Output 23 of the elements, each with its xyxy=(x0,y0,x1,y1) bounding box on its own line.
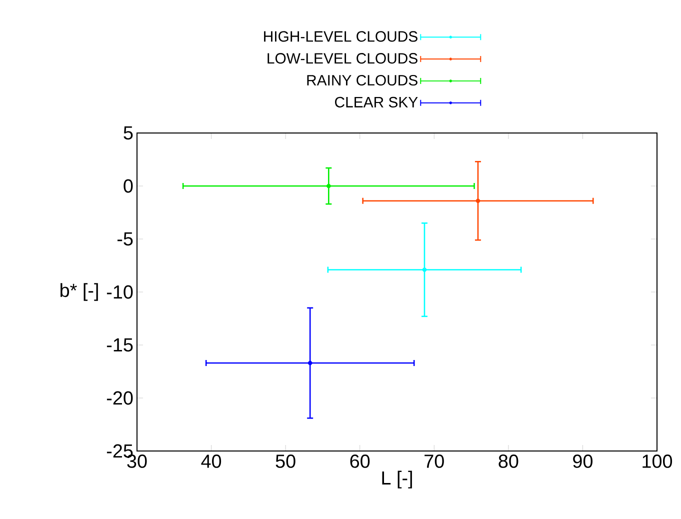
y-axis-title: b* [-] xyxy=(60,283,98,301)
x-tick-label: 90 xyxy=(573,454,592,468)
x-tick-label: 80 xyxy=(498,454,518,468)
x-tick-label: 60 xyxy=(350,454,370,468)
legend-label: HIGH-LEVEL CLOUDS xyxy=(264,31,418,42)
y-tick-label: -15 xyxy=(106,338,133,352)
y-tick-label: 5 xyxy=(124,126,133,140)
legend-label: RAINY CLOUDS xyxy=(307,74,418,86)
legend-label: CLEAR SKY xyxy=(335,96,418,108)
legend-label: LOW-LEVEL CLOUDS xyxy=(268,53,418,64)
x-tick-label: 40 xyxy=(201,454,222,468)
point xyxy=(476,198,480,204)
point xyxy=(422,268,427,272)
x-tick-label: 70 xyxy=(424,454,444,468)
point xyxy=(308,360,312,366)
y-tick-label: 0 xyxy=(124,179,133,193)
x-tick-label: 100 xyxy=(642,454,672,468)
y-tick-label: -20 xyxy=(106,391,133,405)
x-tick-label: 50 xyxy=(276,454,296,468)
x-axis-title: L [-] xyxy=(382,470,412,488)
y-tick-label: -10 xyxy=(106,285,133,299)
point xyxy=(326,184,331,188)
y-tick-label: -5 xyxy=(117,232,133,246)
